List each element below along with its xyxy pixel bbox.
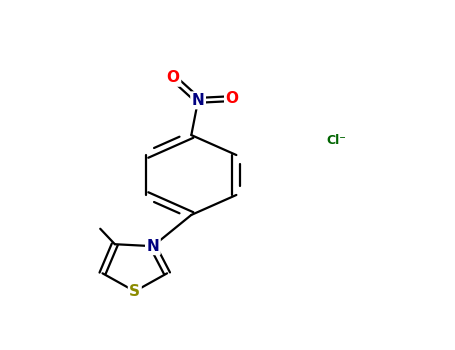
Text: O: O [226,91,238,106]
Text: O: O [167,70,180,85]
Text: Cl⁻: Cl⁻ [326,134,346,147]
Text: N: N [147,239,159,254]
Text: N: N [192,93,204,108]
Text: S: S [129,284,140,299]
